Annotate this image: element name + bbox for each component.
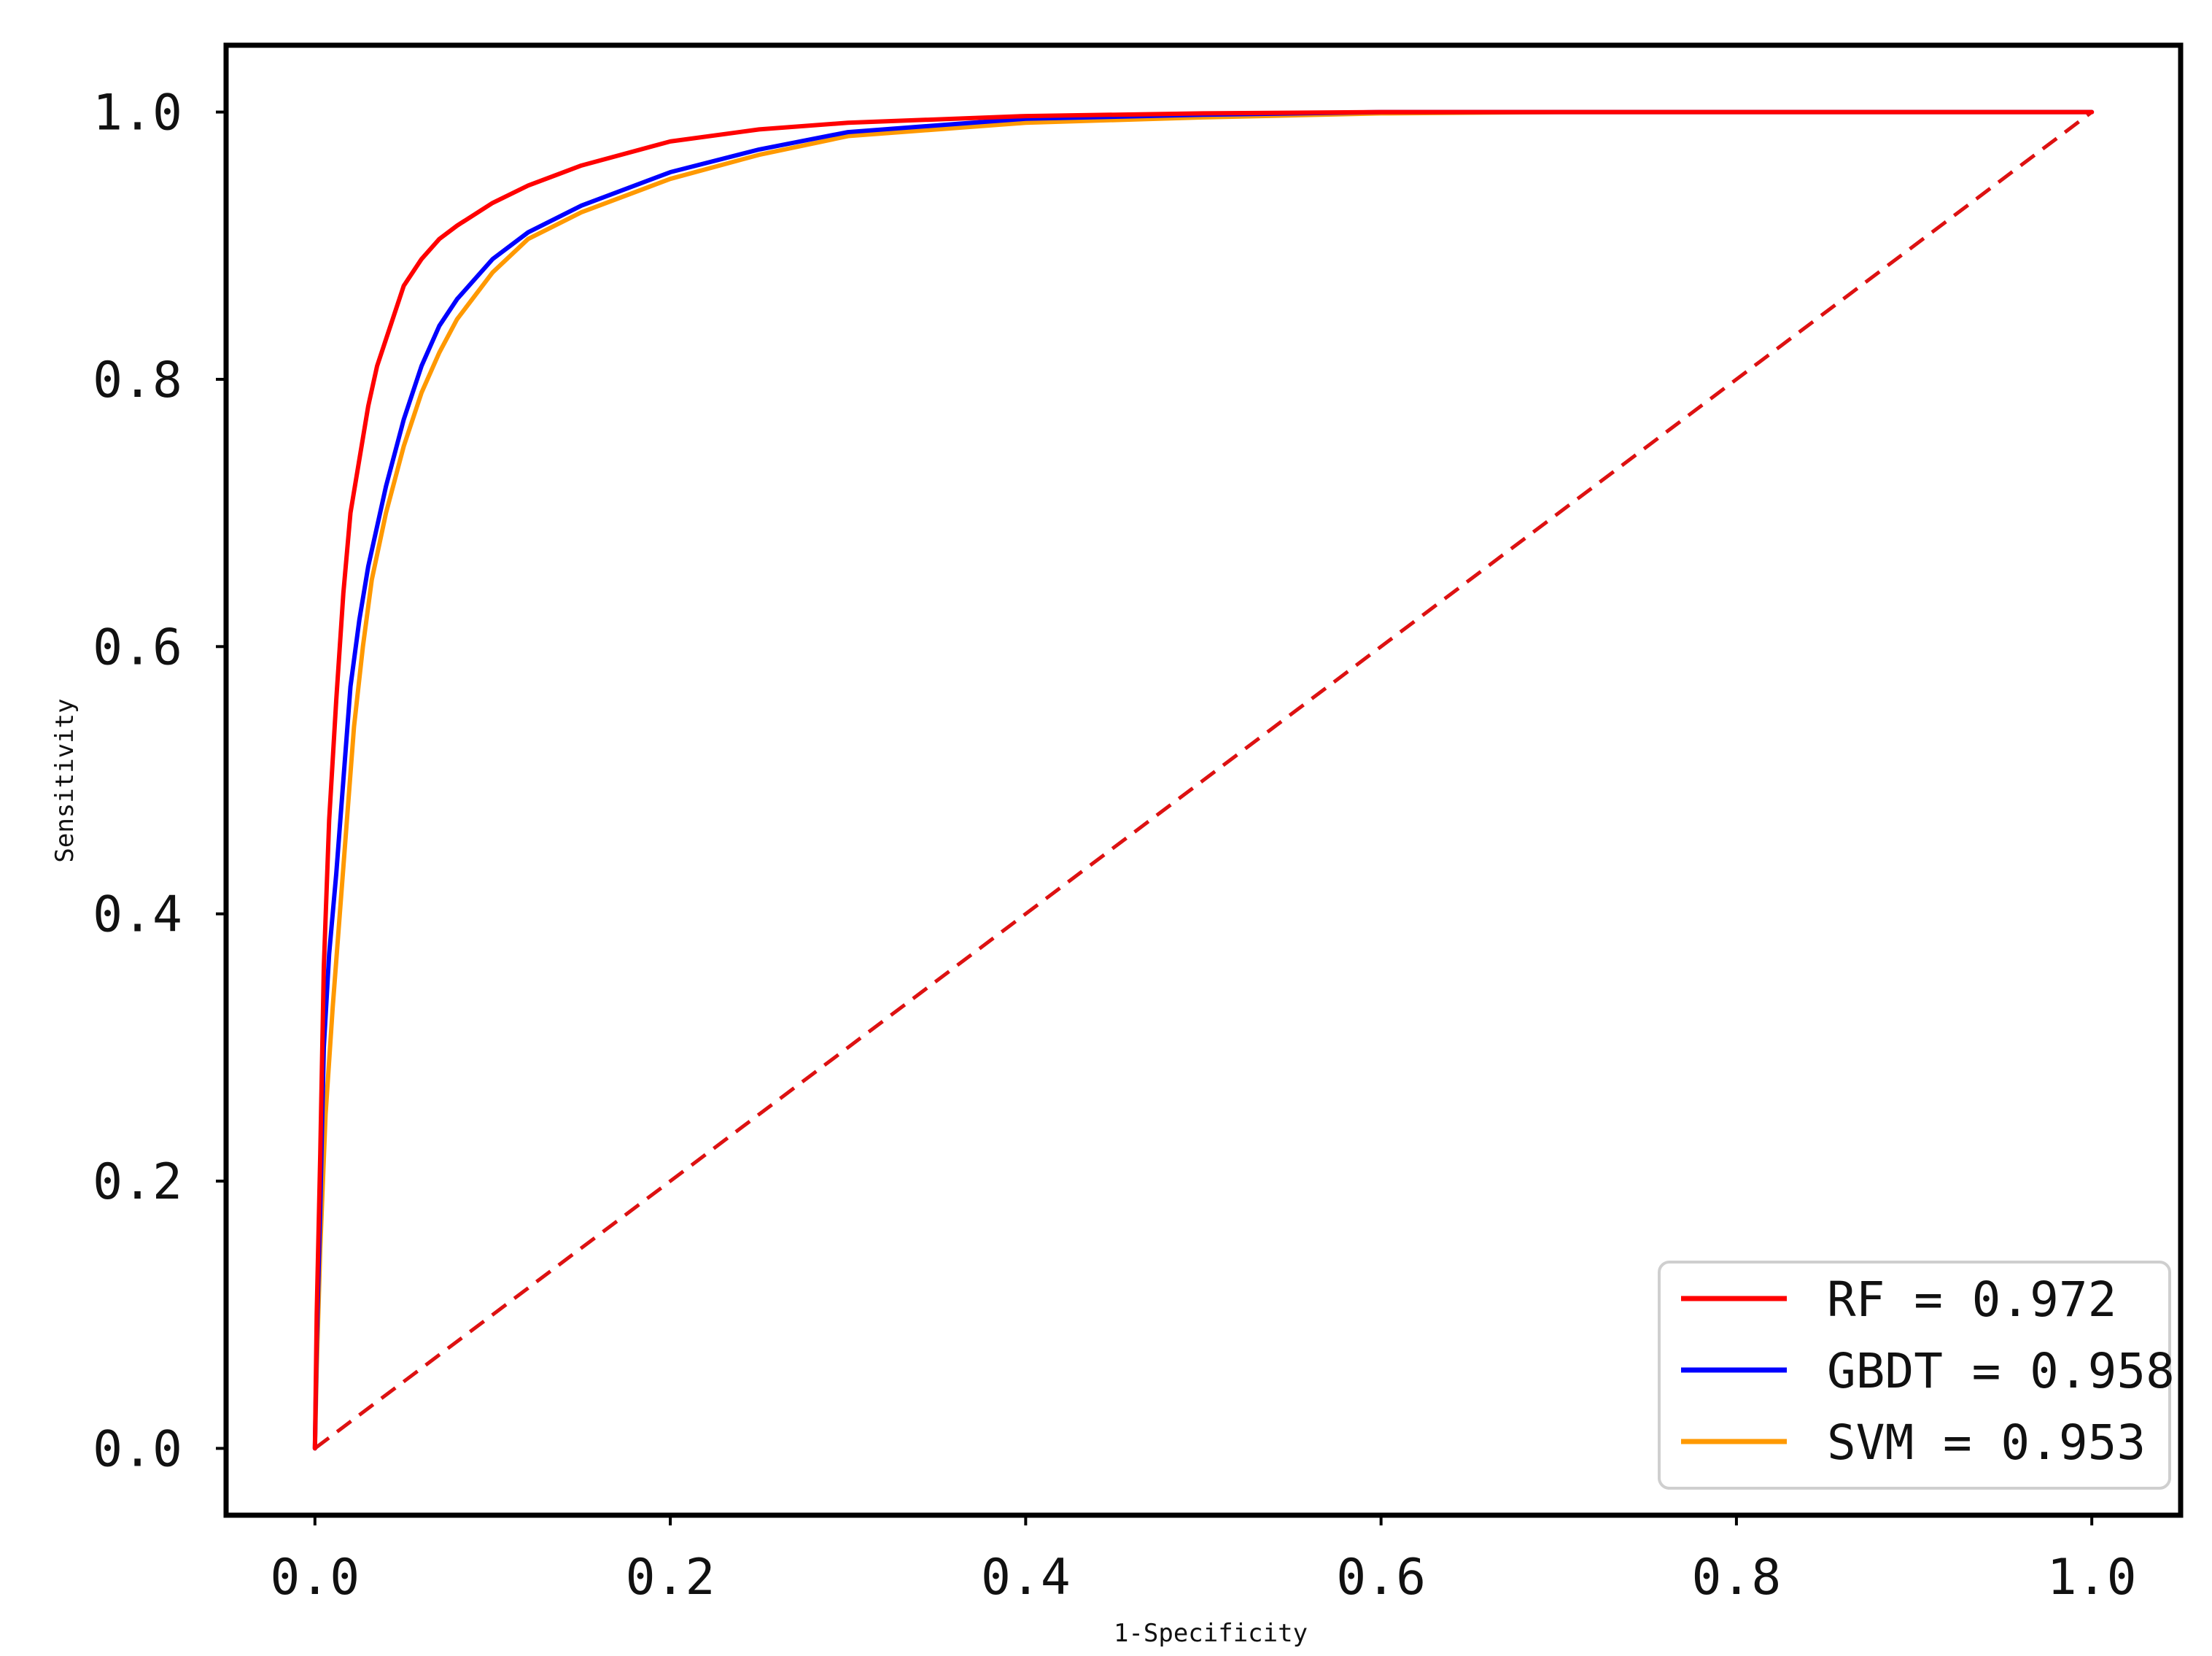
- x-tick-label: 1.0: [2047, 1549, 2137, 1606]
- y-tick-label: 0.0: [93, 1420, 182, 1478]
- x-tick-label: 0.4: [981, 1549, 1071, 1606]
- x-tick-label: 0.8: [1691, 1549, 1781, 1606]
- curves-layer: [312, 109, 2095, 1451]
- legend: RF = 0.972 GBDT = 0.958 SVM = 0.953: [1658, 1261, 2175, 1490]
- x-tick-label: 0.2: [626, 1549, 715, 1606]
- legend-label-gbdt: GBDT = 0.958: [1827, 1343, 2175, 1399]
- legend-label-svm: SVM = 0.953: [1827, 1415, 2146, 1471]
- y-tick-label: 0.8: [93, 352, 182, 409]
- ticks-layer: 0.0 0.2 0.4 0.6 0.8 1.0 0.0 0.2 0.4 0.6 0.8 1.0: [93, 85, 2136, 1606]
- y-tick-label: 0.2: [93, 1153, 182, 1211]
- y-tick-label: 0.6: [93, 619, 182, 676]
- legend-label-rf: RF = 0.972: [1827, 1272, 2116, 1328]
- x-tick-label: 0.0: [270, 1549, 360, 1606]
- x-tick-label: 0.6: [1336, 1549, 1426, 1606]
- x-axis-label: 1-Specificity: [1114, 1619, 1308, 1648]
- y-tick-label: 0.4: [93, 886, 182, 944]
- reference-diagonal-line: [314, 110, 2093, 1450]
- y-tick-label: 1.0: [93, 85, 182, 142]
- plot-frame: [223, 42, 2184, 1518]
- legend-box: [1658, 1261, 2171, 1490]
- series-line-rf: [312, 109, 2095, 1451]
- y-axis-label: Sensitivity: [50, 698, 79, 862]
